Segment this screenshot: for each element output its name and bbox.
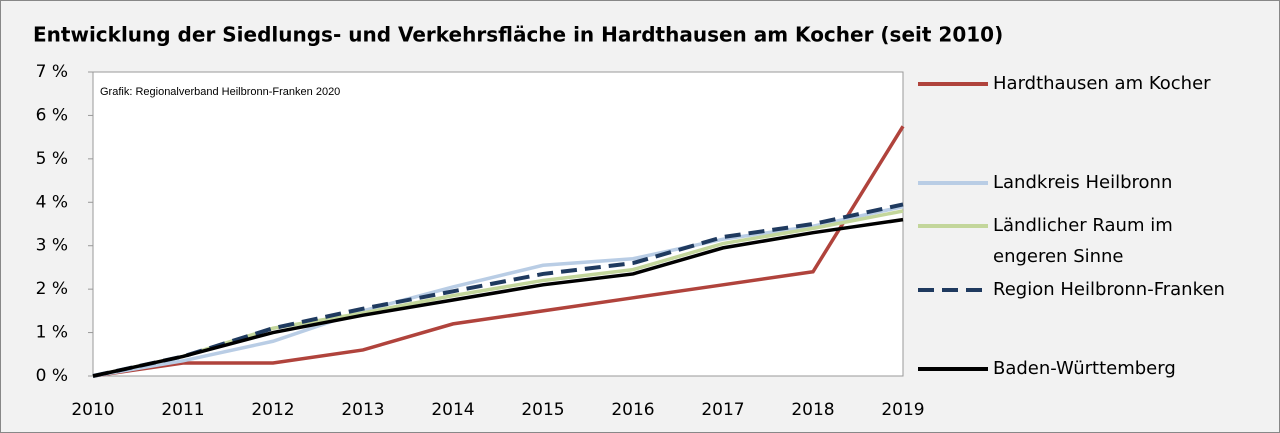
series-line [92, 202, 904, 378]
series-line [92, 204, 904, 378]
series-line [92, 217, 904, 378]
y-tick-label: 1 % [36, 323, 68, 343]
x-tick-label: 2010 [71, 400, 114, 420]
legend-line: engeren Sinne [993, 246, 1124, 267]
x-tick-label: 2019 [881, 400, 924, 420]
y-tick-label: 3 % [36, 236, 68, 256]
legend-label: Region Heilbronn-Franken [993, 279, 1225, 300]
y-tick-label: 6 % [36, 105, 68, 125]
y-tick-label: 0 % [36, 366, 68, 386]
chart-title: Entwicklung der Siedlungs- und Verkehrsf… [33, 23, 1003, 47]
series-line [92, 209, 904, 378]
legend-line: Ländlicher Raum im [993, 215, 1173, 236]
x-tick-label: 2011 [161, 400, 204, 420]
x-tick-label: 2015 [521, 400, 564, 420]
x-tick-label: 2012 [251, 400, 294, 420]
y-tick-label: 5 % [36, 149, 68, 169]
series-line [92, 125, 905, 378]
x-tick-label: 2017 [701, 400, 744, 420]
y-tick-label: 2 % [36, 279, 68, 299]
y-tick-label: 7 % [36, 62, 68, 82]
x-tick-label: 2016 [611, 400, 654, 420]
y-tick-label: 4 % [36, 192, 68, 212]
x-tick-label: 2018 [791, 400, 834, 420]
legend-label: Ländlicher Raum im engeren Sinne [993, 215, 1173, 267]
x-tick-label: 2013 [341, 400, 384, 420]
x-tick-label: 2014 [431, 400, 474, 420]
legend-label: Landkreis Heilbronn [993, 172, 1172, 193]
source-note: Grafik: Regionalverband Heilbronn-Franke… [100, 86, 340, 98]
legend-label: Baden-Württemberg [993, 358, 1176, 379]
plot-area [92, 71, 904, 377]
legend-label: Hardthausen am Kocher [993, 73, 1211, 94]
